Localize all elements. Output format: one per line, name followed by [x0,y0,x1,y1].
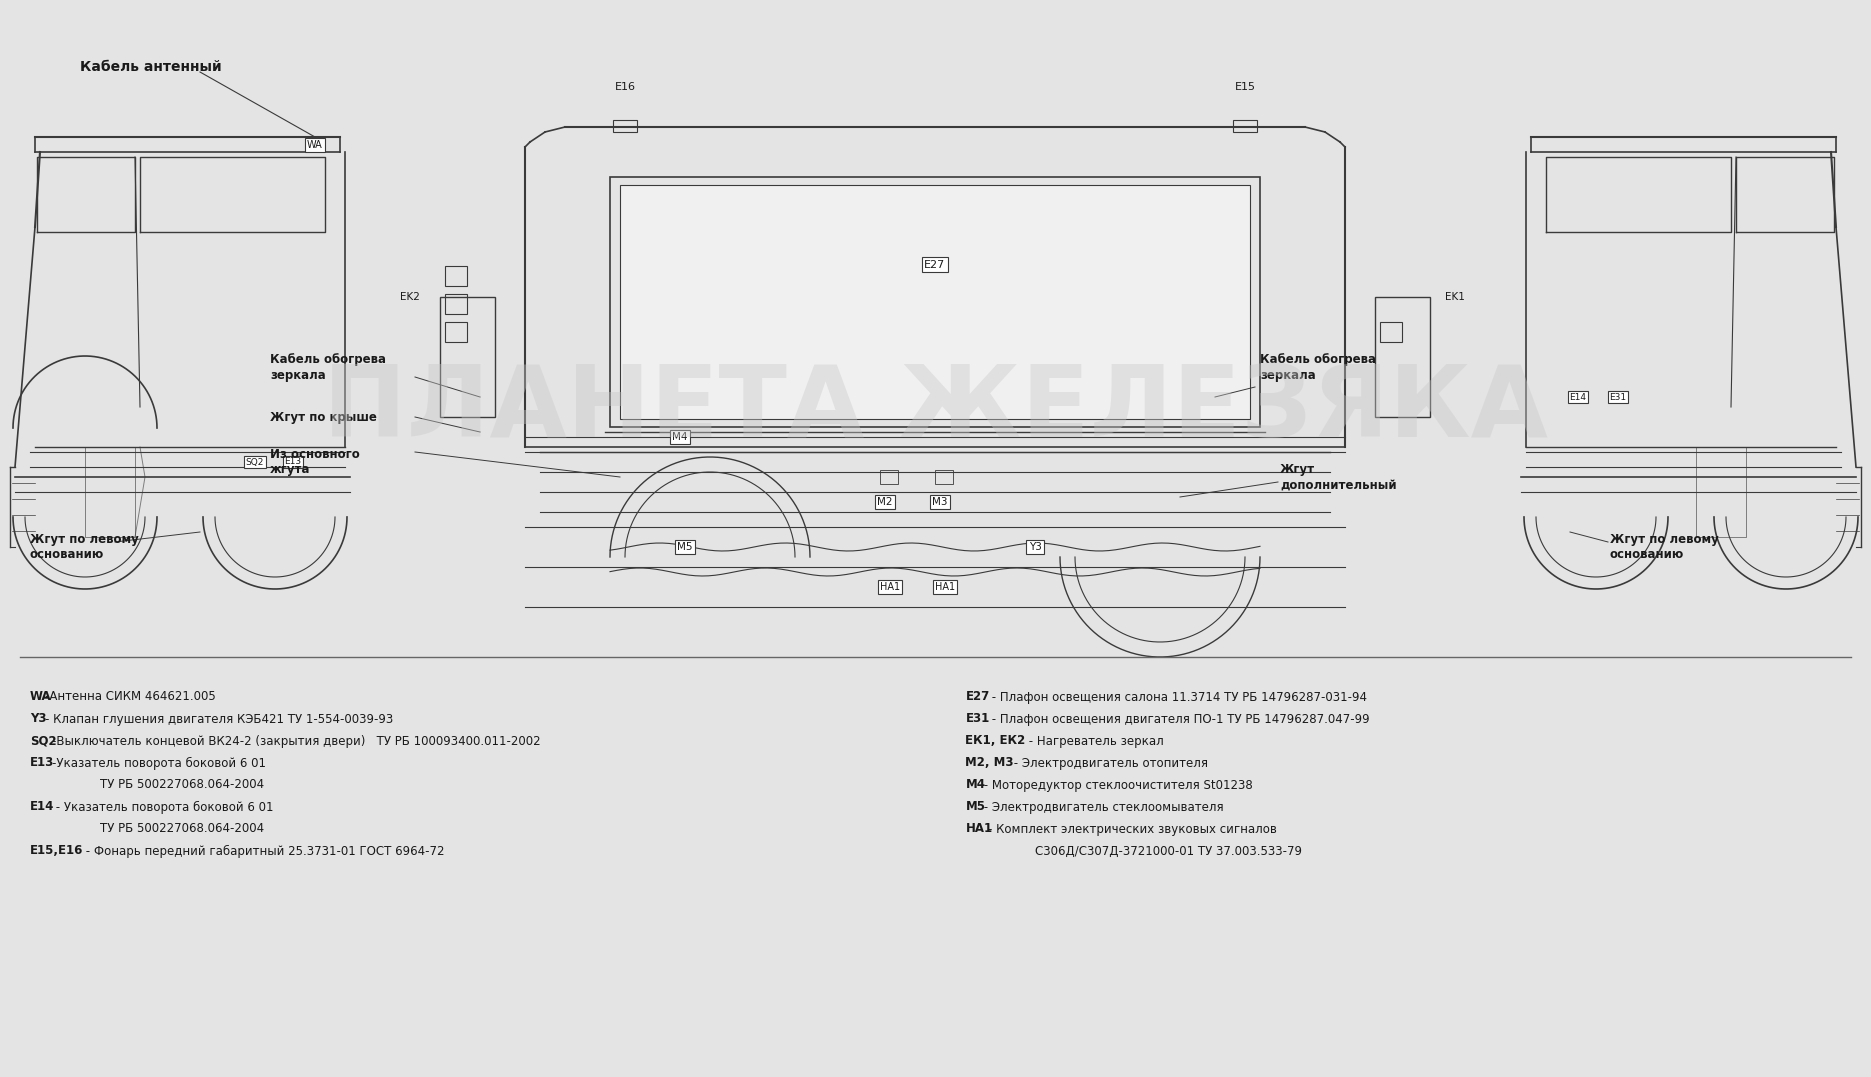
Text: ПЛАНЕТА ЖЕЛЕЗЯКА: ПЛАНЕТА ЖЕЛЕЗЯКА [324,361,1547,458]
Text: M2: M2 [877,496,892,507]
Bar [440,297,496,417]
Text: НА1: НА1 [965,823,994,836]
Text: E14: E14 [1570,392,1587,402]
Bar [1375,297,1429,417]
Text: ТУ РБ 500227068.064-2004: ТУ РБ 500227068.064-2004 [99,823,264,836]
Bar [879,470,898,484]
Text: М4: М4 [965,779,986,792]
Text: E27: E27 [924,260,945,269]
Text: SQ2: SQ2 [245,458,264,466]
Text: -Выключатель концевой ВК24-2 (закрытия двери)   ТУ РБ 100093400.011-2002: -Выключатель концевой ВК24-2 (закрытия д… [52,735,541,747]
Bar [1381,322,1401,342]
Text: -Антенна СИКМ 464621.005: -Антенна СИКМ 464621.005 [45,690,215,703]
Text: Жгут по крыше: Жгут по крыше [269,410,376,423]
Text: Кабель обогрева
зеркала: Кабель обогрева зеркала [1259,352,1375,381]
Text: - Клапан глушения двигателя КЭБ421 ТУ 1-554-0039-93: - Клапан глушения двигателя КЭБ421 ТУ 1-… [45,713,393,726]
Text: E13: E13 [284,458,301,466]
Text: Е27: Е27 [965,690,990,703]
Text: E15: E15 [1235,82,1255,92]
Text: Жгут по левому
основанию: Жгут по левому основанию [30,532,138,561]
Text: - Электродвигатель стеклоомывателя: - Электродвигатель стеклоомывателя [980,800,1224,813]
Text: - Фонарь передний габаритный 25.3731-01 ГОСТ 6964-72: - Фонарь передний габаритный 25.3731-01 … [82,844,445,857]
Text: - Нагреватель зеркал: - Нагреватель зеркал [1025,735,1164,747]
Text: М2, М3: М2, М3 [965,756,1014,769]
Text: M3: M3 [932,496,949,507]
Text: M5: M5 [677,542,692,553]
Text: - Плафон освещения салона 11.3714 ТУ РБ 14796287-031-94: - Плафон освещения салона 11.3714 ТУ РБ … [988,690,1368,703]
Text: Y3: Y3 [1029,542,1042,553]
Text: E31: E31 [1609,392,1626,402]
Text: Жгут по левому
основанию: Жгут по левому основанию [1611,532,1719,561]
Text: ЕК1, ЕК2: ЕК1, ЕК2 [965,735,1025,747]
Bar [610,177,1259,426]
Bar [614,120,636,132]
Text: - Моторедуктор стеклоочистителя St01238: - Моторедуктор стеклоочистителя St01238 [980,779,1254,792]
Text: - Указатель поворота боковой 6 01: - Указатель поворота боковой 6 01 [52,800,273,813]
Text: M4: M4 [672,432,689,442]
Text: WA: WA [307,140,324,150]
Text: WA: WA [30,690,52,703]
Text: Y3: Y3 [30,713,47,726]
Text: -Указатель поворота боковой 6 01: -Указатель поворота боковой 6 01 [52,756,266,770]
Text: Е13: Е13 [30,756,54,769]
Text: EK2: EK2 [400,292,419,302]
Text: SQ2: SQ2 [30,735,56,747]
Text: Жгут
дополнительный: Жгут дополнительный [1280,462,1396,491]
Text: - Комплект электрических звуковых сигналов: - Комплект электрических звуковых сигнал… [988,823,1276,836]
Bar [1233,120,1257,132]
Bar [936,470,952,484]
Text: Кабель обогрева
зеркала: Кабель обогрева зеркала [269,352,385,381]
Text: Е14: Е14 [30,800,54,813]
Text: ТУ РБ 500227068.064-2004: ТУ РБ 500227068.064-2004 [99,779,264,792]
Text: Е31: Е31 [965,713,990,726]
Text: HA1: HA1 [936,582,954,592]
Bar [445,266,468,286]
Text: С306Д/С307Д-3721000-01 ТУ 37.003.533-79: С306Д/С307Д-3721000-01 ТУ 37.003.533-79 [1035,844,1302,857]
Text: EK1: EK1 [1444,292,1465,302]
Text: E16: E16 [614,82,636,92]
Text: Кабель антенный: Кабель антенный [80,60,221,74]
Text: - Плафон освещения двигателя ПО-1 ТУ РБ 14796287.047-99: - Плафон освещения двигателя ПО-1 ТУ РБ … [988,713,1370,726]
Text: М5: М5 [965,800,986,813]
Bar [445,294,468,314]
Text: HA1: HA1 [879,582,900,592]
Text: - Электродвигатель отопителя: - Электродвигатель отопителя [1010,756,1209,769]
Bar [619,185,1250,419]
Bar [445,322,468,342]
Text: Из основного
жгута: Из основного жгута [269,448,359,476]
Text: Е15,Е16: Е15,Е16 [30,844,84,857]
